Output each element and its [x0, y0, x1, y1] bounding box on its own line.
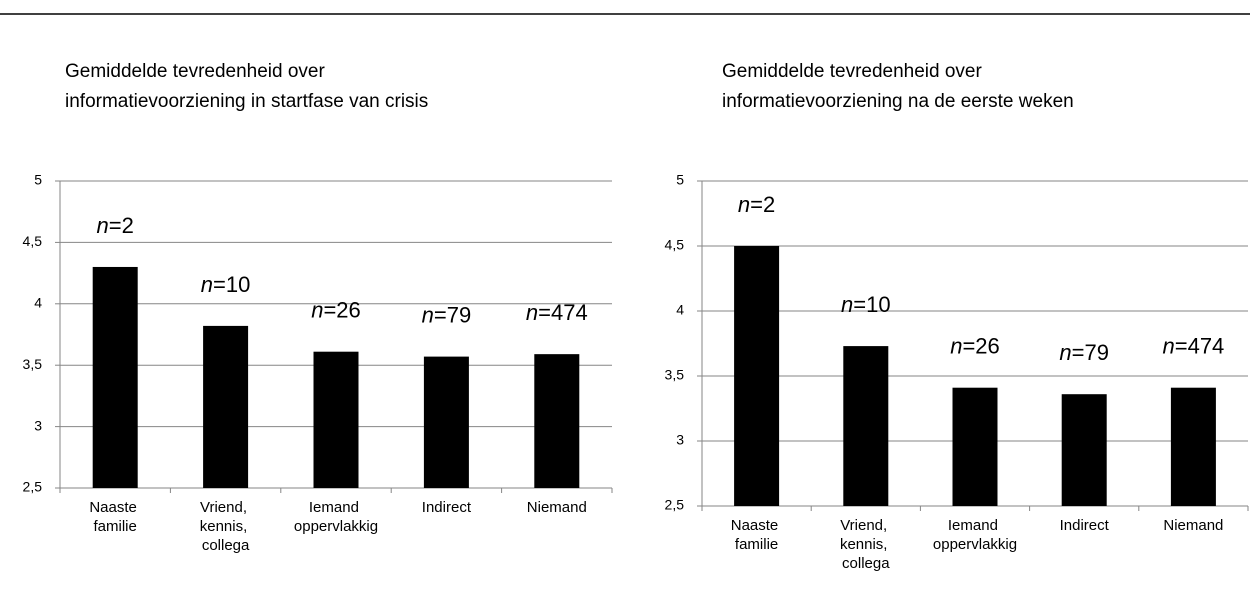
data-label-rest: =474 — [538, 300, 588, 325]
data-label-n: n — [526, 300, 538, 325]
data-label: n=26 — [311, 298, 361, 323]
x-tick-label: Naaste familie — [731, 517, 783, 553]
data-label-rest: =10 — [853, 292, 890, 317]
bar — [203, 325, 249, 488]
x-tick-label-line: oppervlakkig — [294, 518, 378, 535]
x-tick-label-line: Iemand — [309, 499, 363, 516]
data-label-n: n — [738, 192, 750, 217]
data-label-rest: =10 — [213, 272, 250, 297]
y-tick-label: 4 — [676, 302, 684, 318]
bar — [952, 387, 998, 506]
y-tick-label: 4,5 — [23, 233, 43, 249]
x-tick-label: Vriend, kennis, collega — [200, 499, 252, 554]
y-tick-label: 5 — [34, 172, 42, 188]
x-tick-label: Niemand — [527, 499, 587, 516]
y-tick-label: 4 — [34, 295, 42, 311]
bar — [313, 351, 359, 488]
data-label: n=2 — [738, 192, 775, 217]
data-label-rest: =26 — [323, 298, 360, 323]
y-tick-label: 3 — [676, 432, 684, 448]
bar — [534, 354, 580, 488]
data-label-n: n — [1059, 340, 1071, 365]
x-tick-label-line: familie — [94, 518, 137, 535]
data-label-n: n — [422, 302, 434, 327]
data-label-rest: =26 — [962, 334, 999, 359]
data-label: n=79 — [1059, 340, 1109, 365]
data-label: n=2 — [97, 213, 134, 238]
data-label-n: n — [841, 292, 853, 317]
x-tick-label: Vriend, kennis, collega — [840, 517, 892, 572]
bar — [1061, 394, 1107, 506]
x-tick-label-line: Indirect — [1060, 517, 1110, 534]
x-tick-label-line: kennis, — [200, 518, 252, 535]
x-tick-label-line: Vriend, — [840, 517, 891, 534]
x-tick-label: Niemand — [1163, 517, 1223, 534]
y-tick-label: 3 — [34, 417, 42, 433]
chart-title: Gemiddelde tevredenheid over — [65, 61, 326, 82]
x-tick-label-line: Niemand — [527, 499, 587, 516]
x-tick-label: Indirect — [422, 499, 472, 516]
x-tick-label-line: Vriend, — [200, 499, 251, 516]
data-label-rest: =79 — [1072, 340, 1109, 365]
bar — [92, 266, 138, 488]
x-tick-label-line: collega — [842, 555, 890, 572]
data-label-n: n — [97, 213, 109, 238]
data-label: n=474 — [526, 300, 588, 325]
x-tick-label-line: familie — [735, 536, 778, 553]
data-label-rest: =2 — [750, 192, 775, 217]
bar — [423, 356, 469, 488]
y-tick-label: 2,5 — [665, 497, 685, 513]
chart-title: informatievoorziening in startfase van c… — [65, 91, 428, 112]
data-label: n=79 — [422, 302, 472, 327]
y-tick-label: 3,5 — [23, 356, 43, 372]
data-label-n: n — [311, 298, 323, 323]
data-label-n: n — [950, 334, 962, 359]
x-tick-label-line: oppervlakkig — [933, 536, 1017, 553]
y-tick-label: 2,5 — [23, 479, 43, 495]
data-label-n: n — [1162, 334, 1174, 359]
x-tick-label-line: Naaste — [731, 517, 783, 534]
x-tick-label-line: Niemand — [1163, 517, 1223, 534]
data-label-rest: =2 — [109, 213, 134, 238]
y-tick-label: 3,5 — [665, 367, 685, 383]
y-tick-label: 4,5 — [665, 237, 685, 253]
bar — [1170, 387, 1216, 506]
x-tick-label-line: Indirect — [422, 499, 472, 516]
x-tick-label: Iemand oppervlakkig — [933, 517, 1017, 553]
data-label: n=10 — [201, 272, 251, 297]
chart-title: informatievoorziening na de eerste weken — [722, 91, 1074, 112]
x-tick-label: Naaste familie — [89, 499, 141, 535]
bar — [734, 246, 780, 506]
x-tick-label: Iemand oppervlakkig — [294, 499, 378, 535]
y-tick-label: 5 — [676, 172, 684, 188]
data-label-rest: =79 — [434, 302, 471, 327]
data-label: n=10 — [841, 292, 891, 317]
x-tick-label-line: Naaste — [89, 499, 141, 516]
x-tick-label-line: Iemand — [948, 517, 1002, 534]
data-label: n=474 — [1162, 334, 1224, 359]
data-label: n=26 — [950, 334, 1000, 359]
data-label-rest: =474 — [1175, 334, 1225, 359]
x-tick-label: Indirect — [1060, 517, 1110, 534]
data-label-n: n — [201, 272, 213, 297]
bar — [843, 346, 889, 506]
chart-title: Gemiddelde tevredenheid over — [722, 61, 983, 82]
x-tick-label-line: collega — [202, 537, 250, 554]
x-tick-label-line: kennis, — [840, 536, 892, 553]
